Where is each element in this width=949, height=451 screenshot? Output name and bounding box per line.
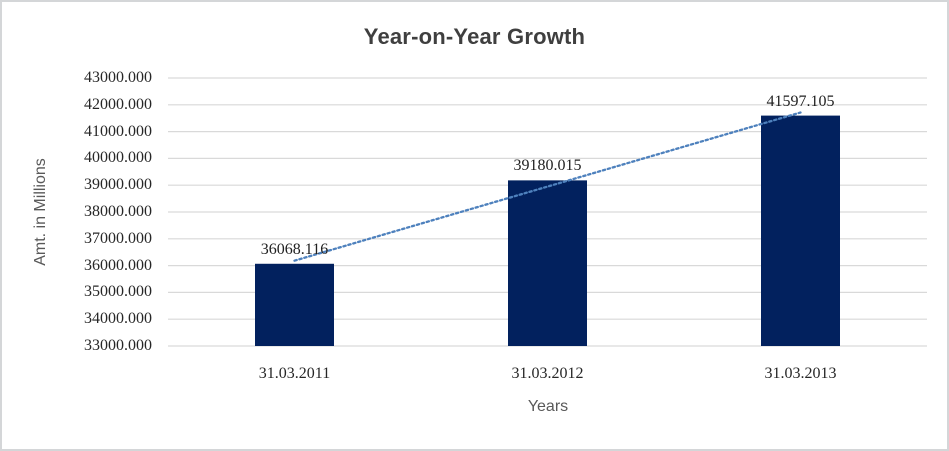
- data-label: 41597.105: [766, 92, 835, 110]
- bar: [761, 115, 840, 346]
- y-tick-label: 40000.000: [84, 149, 152, 167]
- y-tick-label: 37000.000: [84, 229, 152, 247]
- chart-title: Year-on-Year Growth: [363, 24, 586, 49]
- y-tick-label: 39000.000: [84, 176, 152, 194]
- y-tick-label: 42000.000: [84, 95, 152, 113]
- y-tick-label: 38000.000: [84, 203, 152, 220]
- bar: [255, 263, 334, 346]
- x-axis-title: Years: [527, 398, 569, 415]
- y-tick-label: 33000.000: [84, 337, 152, 354]
- data-label: 36068.116: [260, 240, 329, 258]
- bar: [508, 180, 587, 346]
- data-label: 39180.015: [513, 157, 582, 175]
- y-tick-label: 41000.000: [84, 122, 152, 140]
- y-tick-label: 34000.000: [84, 310, 152, 328]
- x-tick-label: 31.03.2011: [258, 365, 331, 382]
- y-tick-label: 35000.000: [84, 283, 152, 301]
- y-tick-label: 36000.000: [84, 256, 152, 274]
- trendline: [293, 111, 802, 262]
- x-tick-label: 31.03.2013: [764, 365, 837, 382]
- y-tick-label: 43000.000: [84, 69, 152, 86]
- x-tick-label: 31.03.2012: [511, 365, 584, 382]
